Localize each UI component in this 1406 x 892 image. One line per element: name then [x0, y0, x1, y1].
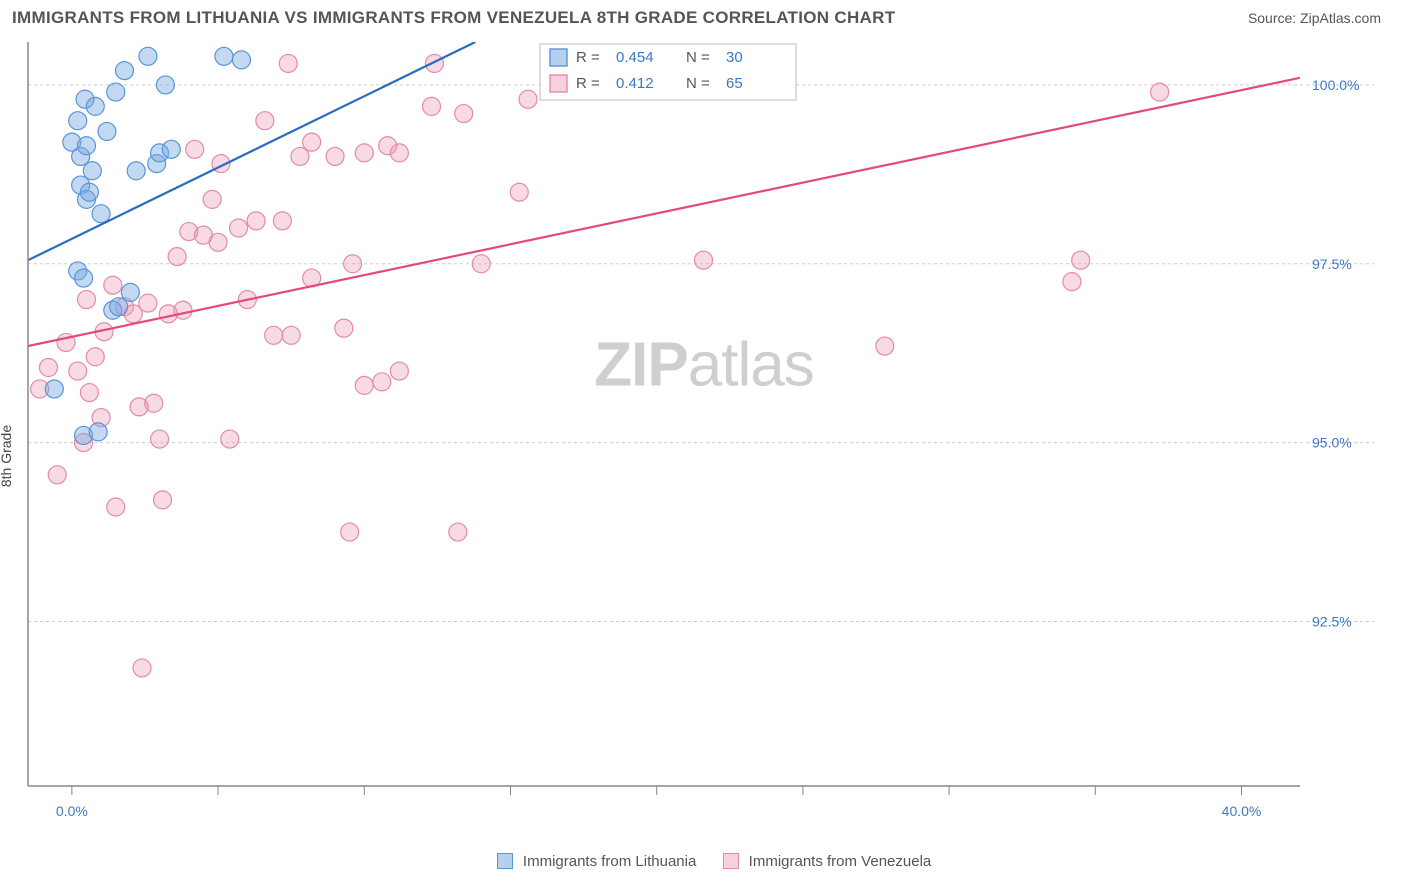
- data-point: [168, 248, 186, 266]
- data-point: [39, 359, 57, 377]
- data-point: [256, 112, 274, 130]
- data-point: [45, 380, 63, 398]
- data-point: [247, 212, 265, 230]
- data-point: [83, 162, 101, 180]
- data-point: [1151, 83, 1169, 101]
- legend-n-value: 30: [726, 49, 743, 66]
- data-point: [390, 144, 408, 162]
- data-point: [115, 62, 133, 80]
- data-point: [121, 283, 139, 301]
- legend-r-label: R =: [576, 49, 600, 66]
- data-point: [203, 190, 221, 208]
- chart-title: IMMIGRANTS FROM LITHUANIA VS IMMIGRANTS …: [12, 8, 895, 28]
- data-point: [232, 51, 250, 69]
- data-point: [355, 376, 373, 394]
- legend-n-value: 65: [726, 75, 743, 92]
- legend-n-label: N =: [686, 75, 710, 92]
- scatter-chart: 92.5% 95.0% 97.5% 100.0% ZIPatlas 0.0% 40.0% R …: [0, 36, 1380, 826]
- y-tick-label: 97.5%: [1312, 256, 1352, 272]
- data-point: [174, 301, 192, 319]
- y-tick-label: 92.5%: [1312, 613, 1352, 629]
- data-point: [69, 362, 87, 380]
- data-point: [221, 430, 239, 448]
- data-point: [455, 105, 473, 123]
- data-point: [92, 205, 110, 223]
- data-point: [80, 183, 98, 201]
- data-point: [107, 498, 125, 516]
- data-point: [449, 523, 467, 541]
- data-point: [355, 144, 373, 162]
- data-point: [77, 291, 95, 309]
- data-point: [326, 147, 344, 165]
- data-point: [425, 54, 443, 72]
- data-point: [110, 298, 128, 316]
- data-point: [265, 326, 283, 344]
- x-tick-label: 40.0%: [1222, 803, 1262, 819]
- chart-source: Source: ZipAtlas.com: [1248, 10, 1381, 26]
- data-point: [139, 294, 157, 312]
- data-point: [86, 348, 104, 366]
- data-point: [373, 373, 391, 391]
- data-point: [186, 140, 204, 158]
- data-point: [139, 47, 157, 65]
- data-point: [423, 97, 441, 115]
- data-point: [472, 255, 490, 273]
- data-point: [694, 251, 712, 269]
- data-point: [344, 255, 362, 273]
- legend-r-label: R =: [576, 75, 600, 92]
- data-point: [162, 140, 180, 158]
- legend-r-value: 0.454: [616, 49, 654, 66]
- legend-swatch: [550, 49, 567, 66]
- legend-label-lithuania: Immigrants from Lithuania: [523, 853, 696, 870]
- data-point: [69, 112, 87, 130]
- data-point: [151, 430, 169, 448]
- y-tick-label: 95.0%: [1312, 435, 1352, 451]
- legend-bottom: Immigrants from Lithuania Immigrants fro…: [0, 853, 1406, 870]
- data-point: [215, 47, 233, 65]
- data-point: [282, 326, 300, 344]
- data-point: [98, 122, 116, 140]
- data-point: [279, 54, 297, 72]
- data-point: [80, 384, 98, 402]
- y-tick-label: 100.0%: [1312, 77, 1359, 93]
- data-point: [133, 659, 151, 677]
- legend-label-venezuela: Immigrants from Venezuela: [749, 853, 932, 870]
- data-point: [1063, 273, 1081, 291]
- data-point: [390, 362, 408, 380]
- data-point: [154, 491, 172, 509]
- source-label: Source:: [1248, 10, 1296, 26]
- data-point: [510, 183, 528, 201]
- legend-swatch-lithuania: [497, 853, 513, 869]
- data-point: [519, 90, 537, 108]
- source-link[interactable]: ZipAtlas.com: [1300, 10, 1381, 26]
- data-point: [209, 233, 227, 251]
- legend-r-value: 0.412: [616, 75, 654, 92]
- legend-swatch: [550, 75, 567, 92]
- data-point: [341, 523, 359, 541]
- data-point: [1072, 251, 1090, 269]
- legend-n-label: N =: [686, 49, 710, 66]
- x-tick-label: 0.0%: [56, 803, 88, 819]
- data-point: [145, 394, 163, 412]
- data-point: [107, 83, 125, 101]
- data-point: [86, 97, 104, 115]
- data-point: [48, 466, 66, 484]
- data-point: [156, 76, 174, 94]
- data-point: [104, 276, 122, 294]
- data-point: [273, 212, 291, 230]
- legend-swatch-venezuela: [723, 853, 739, 869]
- data-point: [335, 319, 353, 337]
- data-point: [230, 219, 248, 237]
- data-point: [77, 137, 95, 155]
- data-point: [876, 337, 894, 355]
- data-point: [75, 269, 93, 287]
- trend-line: [28, 78, 1300, 346]
- data-point: [291, 147, 309, 165]
- y-axis-label: 8th Grade: [0, 425, 14, 487]
- data-point: [303, 133, 321, 151]
- data-point: [127, 162, 145, 180]
- watermark: ZIPatlas: [594, 330, 813, 399]
- data-point: [89, 423, 107, 441]
